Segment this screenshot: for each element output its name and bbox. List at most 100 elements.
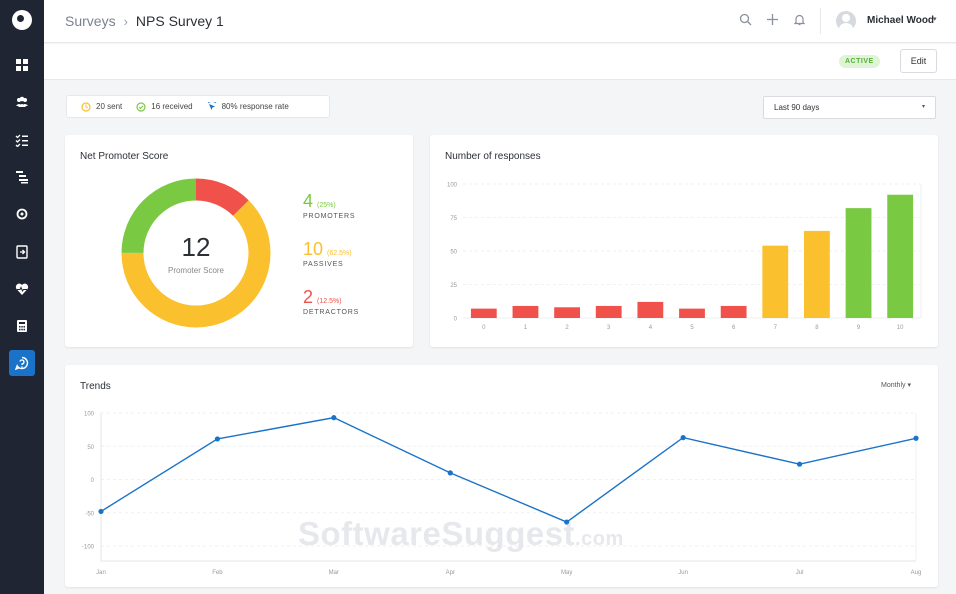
detractors-count: 2 (303, 287, 314, 307)
bar-4 (637, 301, 664, 318)
avatar[interactable] (836, 11, 856, 31)
bar-y-tick: 0 (454, 317, 458, 323)
sidebar-item-checklist[interactable] (9, 127, 35, 153)
survey-stats: 20 sent 16 received 80% response rate (66, 95, 330, 118)
top-divider (820, 8, 821, 34)
nps-score-label: Promoter Score (167, 266, 225, 275)
trend-point-Jul[interactable] (796, 461, 803, 467)
page-title: NPS Survey 1 (135, 13, 224, 29)
breadcrumb-separator: › (123, 13, 128, 29)
promoters-label: PROMOTERS (303, 213, 356, 220)
bar-x-tick: 6 (732, 325, 736, 331)
donut-segment-passives (121, 178, 271, 328)
edit-button[interactable]: Edit (900, 49, 937, 73)
passives-label: PASSIVES (303, 261, 344, 268)
trend-x-tick: Jul (796, 570, 804, 576)
legend-passives: 10 (62.5%) PASSIVES (303, 239, 352, 268)
bar-9 (845, 208, 872, 318)
search-icon[interactable] (739, 13, 752, 26)
export-icon (16, 245, 28, 259)
trends-card: Trends Monthly ▾ 100 50 0 -50 -100 Jan Feb Mar A… (65, 365, 938, 587)
trend-point-Jun[interactable] (680, 435, 686, 441)
trends-period-select[interactable]: Monthly ▾ (881, 382, 911, 389)
pointer-icon (207, 101, 216, 110)
bar-10 (887, 194, 914, 318)
trend-point-Apr[interactable] (447, 470, 453, 476)
bar-8 (804, 230, 830, 318)
trend-x-tick: Apr (446, 570, 455, 576)
bar-2 (554, 307, 580, 318)
nps-icon (15, 356, 29, 370)
trend-x-tick: Jun (678, 570, 688, 576)
passives-count: 10 (303, 239, 324, 259)
trends-card-title: Trends (80, 381, 111, 392)
bar-x-tick: 8 (815, 325, 819, 331)
sidebar-item-hierarchy[interactable] (9, 164, 35, 190)
bar-x-tick: 7 (774, 325, 778, 331)
responses-card: Number of responses 100 75 50 25 0 0 1 2 3 4 5 6 7 8 9… (430, 135, 938, 347)
trend-y-tick: 50 (87, 445, 94, 451)
bar-6 (720, 305, 747, 318)
user-menu-name[interactable]: Michael Wood (867, 15, 935, 26)
chevron-down-icon: ▾ (921, 104, 925, 110)
user-menu-caret-icon[interactable]: ▾ (933, 16, 937, 23)
sync-icon (16, 208, 28, 220)
trend-y-tick: 100 (84, 412, 95, 418)
stat-sent-text: 20 sent (96, 102, 123, 111)
sidebar (0, 0, 44, 594)
trend-x-tick: Aug (911, 570, 922, 576)
trend-x-tick: Feb (212, 570, 223, 576)
date-range-select[interactable]: Last 90 days ▾ (763, 96, 936, 119)
promoters-pct: (25%) (317, 202, 336, 209)
bar-y-tick: 75 (450, 216, 457, 222)
nps-score: 12 (181, 232, 211, 262)
hierarchy-icon (16, 171, 28, 184)
stat-rate-text: 80% response rate (221, 102, 289, 111)
trend-point-May[interactable] (564, 519, 570, 525)
sidebar-item-nps[interactable] (9, 350, 35, 376)
bar-x-tick: 9 (857, 325, 861, 331)
sidebar-item-health[interactable] (9, 276, 35, 302)
bar-x-tick: 0 (482, 325, 486, 331)
sidebar-item-dashboard[interactable] (9, 52, 35, 78)
trend-y-tick: -50 (85, 511, 94, 517)
responses-bar-chart: 100 75 50 25 0 0 1 2 3 4 5 6 7 8 9 10 (447, 183, 922, 331)
bar-x-tick: 5 (690, 325, 694, 331)
trend-point-Mar[interactable] (331, 415, 337, 421)
nps-card: Net Promoter Score 12 Promoter Score 4 (2… (65, 135, 413, 347)
bell-icon[interactable] (793, 13, 806, 26)
add-icon[interactable] (766, 13, 779, 26)
trend-y-tick: -100 (82, 545, 95, 551)
bar-y-tick: 25 (450, 283, 457, 289)
trend-point-Jan[interactable] (98, 508, 104, 515)
trends-line-chart: 100 50 0 -50 -100 Jan Feb Mar Apr May Jun Jul Aug (82, 412, 922, 577)
bar-x-tick: 4 (649, 325, 653, 331)
bar-5 (679, 308, 705, 318)
legend-promoters: 4 (25%) PROMOTERS (303, 191, 355, 220)
trend-x-tick: Jan (96, 570, 106, 576)
breadcrumb-surveys-link[interactable]: Surveys (65, 13, 116, 29)
sidebar-item-calculator[interactable] (9, 313, 35, 339)
check-circle-icon (136, 101, 146, 112)
sidebar-item-export[interactable] (9, 239, 35, 265)
bar-x-tick: 10 (897, 325, 904, 331)
detractors-label: DETRACTORS (303, 309, 360, 316)
promoters-count: 4 (303, 191, 314, 211)
passives-pct: (62.5%) (327, 250, 352, 257)
calculator-icon (17, 320, 27, 332)
nps-card-title: Net Promoter Score (80, 151, 169, 162)
sidebar-item-sync[interactable] (9, 201, 35, 227)
dashboard-icon (16, 59, 28, 71)
sidebar-item-users[interactable] (9, 89, 35, 115)
trend-point-Feb[interactable] (214, 436, 221, 442)
bar-x-tick: 3 (607, 325, 611, 331)
detractors-pct: (12.5%) (317, 298, 342, 305)
trend-x-tick: May (561, 570, 572, 576)
bar-y-tick: 50 (450, 250, 457, 256)
trend-point-Aug[interactable] (913, 435, 919, 441)
bar-x-tick: 2 (565, 325, 569, 331)
heartbeat-icon (15, 283, 29, 295)
breadcrumb: Surveys › NPS Survey 1 (65, 13, 224, 29)
app-logo[interactable] (12, 10, 32, 30)
legend-detractors: 2 (12.5%) DETRACTORS (303, 287, 359, 316)
